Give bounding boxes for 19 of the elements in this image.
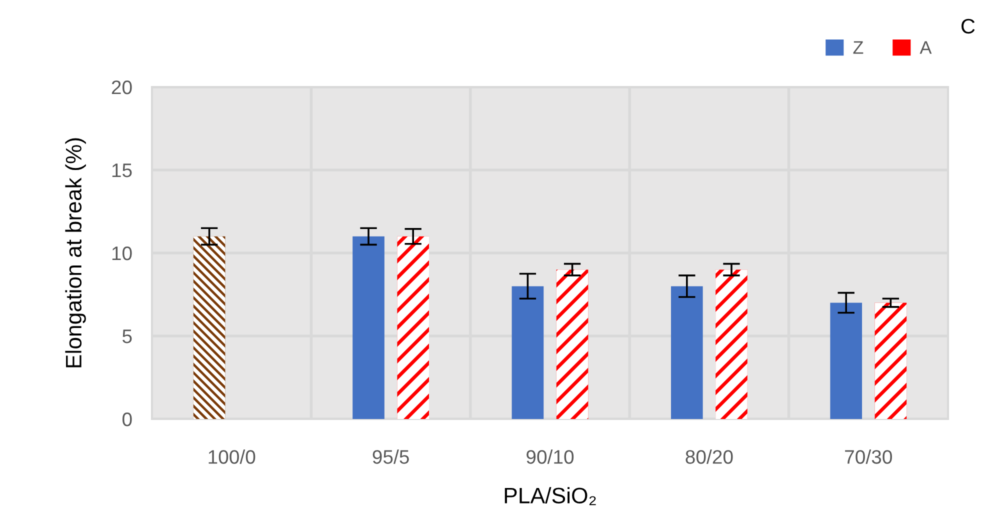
legend-label: A — [920, 41, 932, 54]
y-tick-label: 5 — [122, 330, 132, 344]
bar — [830, 302, 862, 419]
x-tick-label: 100/0 — [208, 450, 256, 464]
x-axis-title: PLA/SiO₂ — [504, 487, 596, 506]
text: C — [962, 18, 975, 34]
y-tick-label: 0 — [122, 412, 132, 426]
y-tick-label: 15 — [112, 164, 132, 178]
x-tick-label: 80/20 — [686, 450, 733, 464]
x-tick-label: 70/30 — [845, 450, 892, 464]
legend-label: Z — [853, 41, 864, 54]
bar — [670, 286, 703, 419]
bar — [512, 286, 544, 419]
y-axis-title: Elongation at break (%) — [65, 138, 86, 368]
y-tick-label: 10 — [112, 246, 132, 260]
x-tick-label: 90/10 — [526, 450, 574, 464]
bar — [352, 236, 384, 419]
y-tick-label: 20 — [112, 80, 132, 94]
x-tick-label: 95/5 — [372, 450, 409, 464]
